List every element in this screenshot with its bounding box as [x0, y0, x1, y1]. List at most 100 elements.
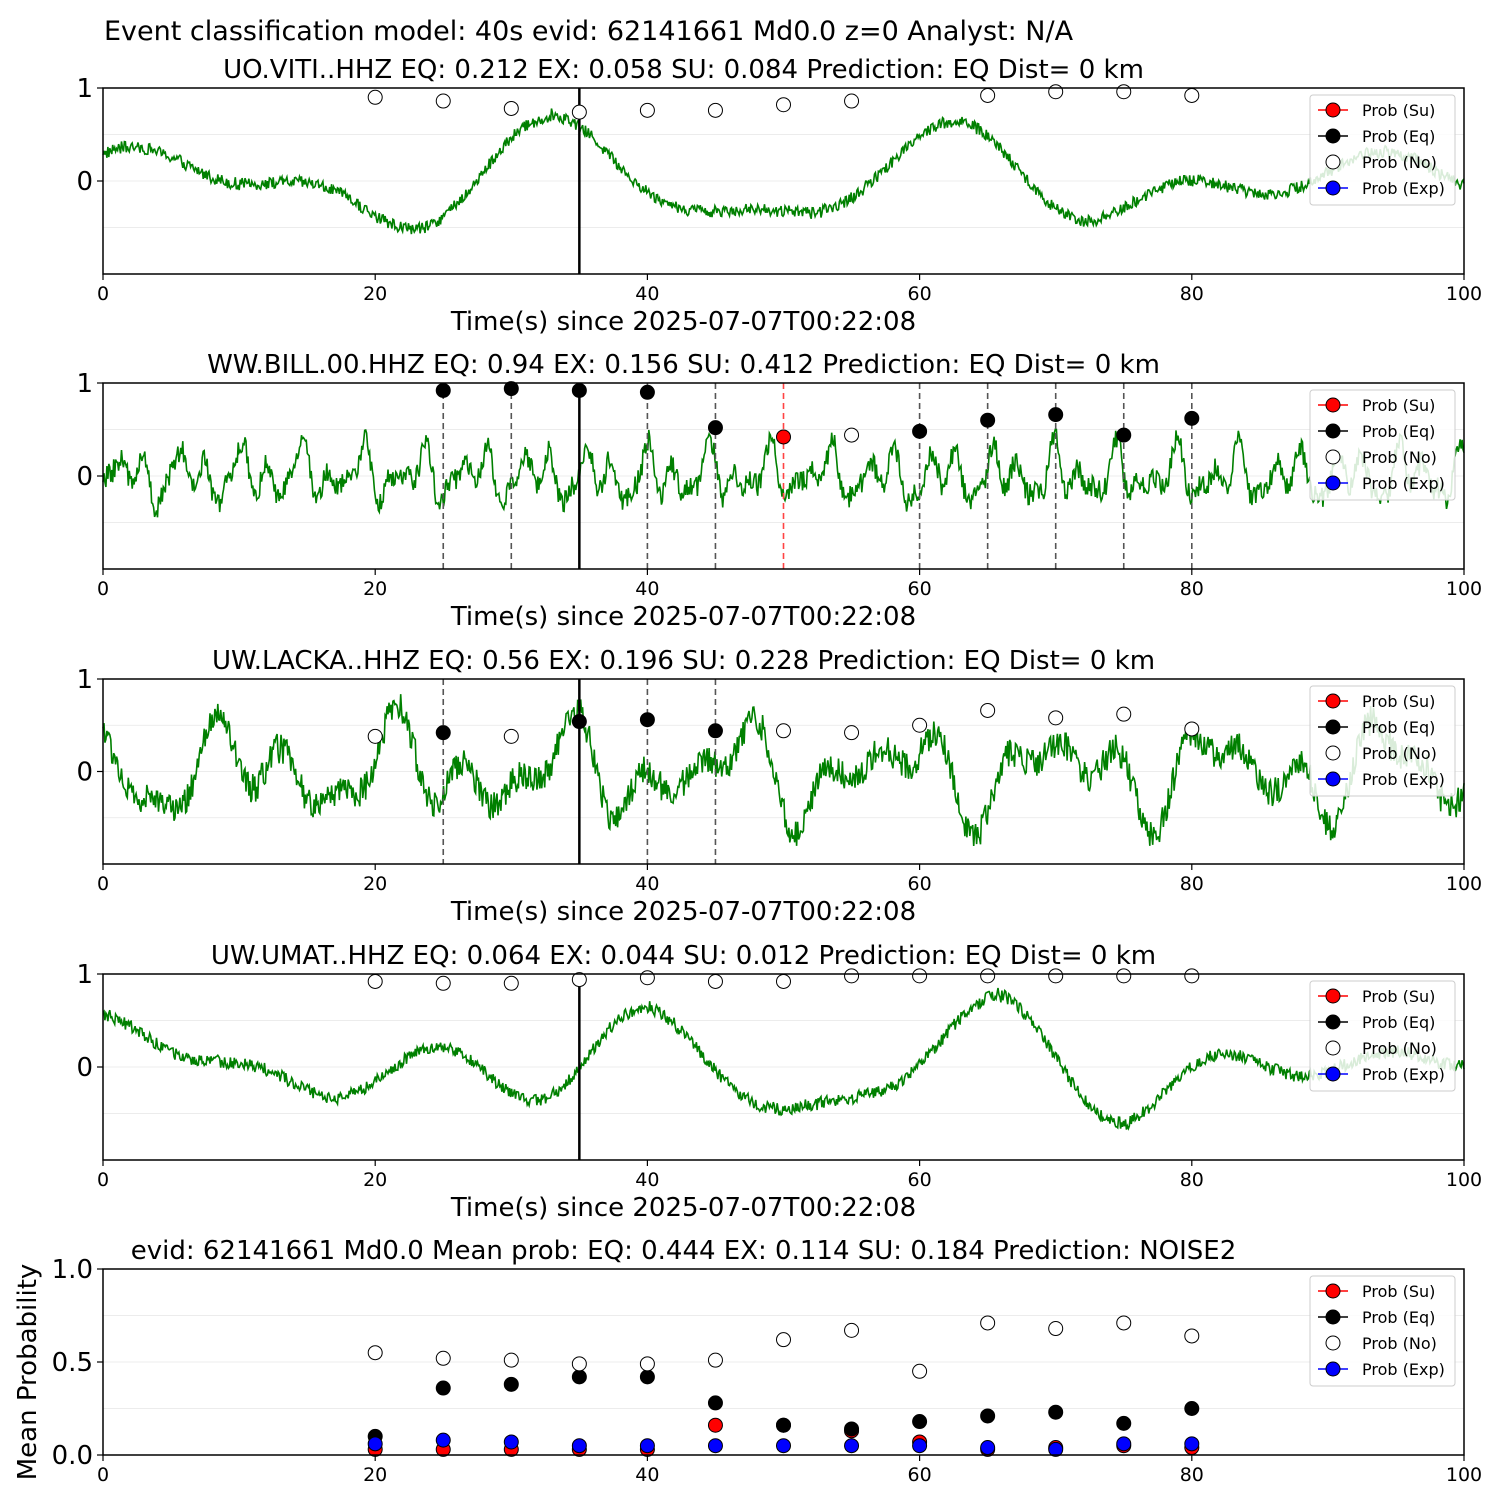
prob-point-no [1184, 721, 1200, 737]
mean-prob-point-exp [707, 1438, 723, 1454]
prob-point-no [1184, 968, 1200, 984]
prob-point-no [844, 968, 860, 984]
prob-point-eq [435, 382, 451, 398]
x-tick-label: 80 [1180, 578, 1204, 600]
legend-marker [1325, 128, 1341, 144]
mean-prob-point-exp [980, 1440, 996, 1456]
x-tick-label: 80 [1180, 1464, 1204, 1486]
legend-label: Prob (Exp) [1362, 179, 1445, 198]
y-tick-label: 0.5 [52, 1348, 93, 1378]
prob-point-no [503, 100, 519, 116]
x-tick-label: 20 [363, 578, 387, 600]
mean-prob-point-eq [503, 1376, 519, 1392]
prob-point-no [776, 97, 791, 113]
prob-point-eq [1184, 410, 1200, 426]
x-tick-label: 0 [97, 1464, 109, 1486]
panel-3: UW.LACKA..HHZ EQ: 0.56 EX: 0.196 SU: 0.2… [76, 646, 1482, 927]
prob-point-no [707, 102, 723, 118]
mean-prob-point-no [1116, 1315, 1132, 1331]
prob-point-eq [707, 420, 723, 436]
prob-point-eq [912, 423, 928, 439]
prob-point-eq [707, 723, 723, 739]
prob-point-su [776, 429, 791, 445]
waveform-trace [102, 694, 1465, 846]
y-tick-label: 1.0 [52, 1255, 93, 1285]
legend-marker [1325, 1014, 1341, 1030]
legend-label: Prob (Su) [1362, 1282, 1435, 1301]
x-tick-label: 100 [1446, 873, 1482, 895]
legend-label: Prob (No) [1362, 448, 1437, 467]
mean-prob-point-eq [435, 1380, 451, 1396]
prob-point-no [639, 970, 655, 986]
x-tick-label: 100 [1446, 578, 1482, 600]
prob-point-no [435, 975, 451, 991]
x-tick-label: 40 [635, 1169, 659, 1191]
mean-prob-point-no [639, 1356, 655, 1372]
panel-title: WW.BILL.00.HHZ EQ: 0.94 EX: 0.156 SU: 0.… [207, 350, 1160, 380]
mean-prob-point-no [912, 1363, 928, 1379]
y-axis-label: Mean Probability [13, 1264, 43, 1481]
legend-label: Prob (Su) [1362, 101, 1435, 120]
y-tick-label: 1 [76, 665, 93, 695]
legend-marker [1325, 423, 1341, 439]
legend-label: Prob (Exp) [1362, 1065, 1445, 1084]
legend-label: Prob (Su) [1362, 987, 1435, 1006]
prob-point-no [844, 93, 860, 109]
legend: Prob (Su) Prob (Eq) Prob (No) Prob (Exp) [1309, 1275, 1456, 1387]
x-axis-label: Time(s) since 2025-07-07T00:22:08 [450, 1193, 916, 1223]
y-tick-label: 0 [76, 758, 93, 788]
prob-point-no [503, 728, 519, 744]
y-tick-label: 0.0 [52, 1441, 93, 1471]
y-tick-label: 1 [76, 74, 93, 104]
x-tick-label: 20 [363, 873, 387, 895]
prob-point-no [912, 968, 928, 984]
x-tick-label: 80 [1180, 873, 1204, 895]
panel-title: evid: 62141661 Md0.0 Mean prob: EQ: 0.44… [131, 1236, 1237, 1266]
y-tick-label: 1 [76, 960, 93, 990]
legend-frame [1309, 685, 1456, 797]
legend-label: Prob (Su) [1362, 396, 1435, 415]
x-tick-label: 100 [1446, 1169, 1482, 1191]
prob-point-eq [639, 384, 655, 400]
mean-prob-point-no [980, 1315, 996, 1331]
mean-prob-point-eq [707, 1395, 723, 1411]
legend: Prob (Su) Prob (Eq) Prob (No) Prob (Exp) [1309, 389, 1456, 501]
mean-prob-point-exp [912, 1438, 928, 1454]
legend-label: Prob (Su) [1362, 692, 1435, 711]
prob-point-no [707, 973, 723, 989]
y-tick-label: 0 [76, 1053, 93, 1083]
legend-label: Prob (No) [1362, 744, 1437, 763]
mean-prob-point-no [571, 1356, 587, 1372]
x-tick-label: 100 [1446, 1464, 1482, 1486]
mean-prob-point-no [776, 1332, 791, 1348]
x-axis-label: Time(s) since 2025-07-07T00:22:08 [450, 602, 916, 632]
mean-prob-point-exp [844, 1438, 860, 1454]
legend-marker [1325, 1283, 1341, 1299]
x-tick-label: 40 [635, 1464, 659, 1486]
prob-point-no [844, 427, 860, 443]
legend-marker [1325, 988, 1341, 1004]
prob-point-no [571, 104, 587, 120]
legend-frame [1309, 980, 1456, 1092]
prob-point-no [367, 728, 383, 744]
legend-frame [1309, 1275, 1456, 1387]
prob-point-no [1048, 84, 1064, 100]
mean-prob-point-exp [776, 1438, 791, 1454]
x-tick-label: 40 [635, 283, 659, 305]
prob-point-no [503, 975, 519, 991]
x-axis-label: Time(s) since 2025-07-07T00:22:08 [450, 307, 916, 337]
prob-point-no [1116, 968, 1132, 984]
legend-label: Prob (Eq) [1362, 127, 1435, 146]
legend-marker [1325, 180, 1341, 196]
x-tick-label: 0 [97, 283, 109, 305]
y-tick-label: 0 [76, 462, 93, 492]
mean-prob-point-no [707, 1352, 723, 1368]
prob-point-no [1184, 87, 1200, 103]
mean-prob-point-eq [844, 1421, 860, 1437]
x-tick-label: 0 [97, 873, 109, 895]
legend-marker [1325, 745, 1341, 761]
prob-point-no [776, 973, 791, 989]
mean-prob-point-exp [639, 1438, 655, 1454]
legend: Prob (Su) Prob (Eq) Prob (No) Prob (Exp) [1309, 94, 1456, 206]
